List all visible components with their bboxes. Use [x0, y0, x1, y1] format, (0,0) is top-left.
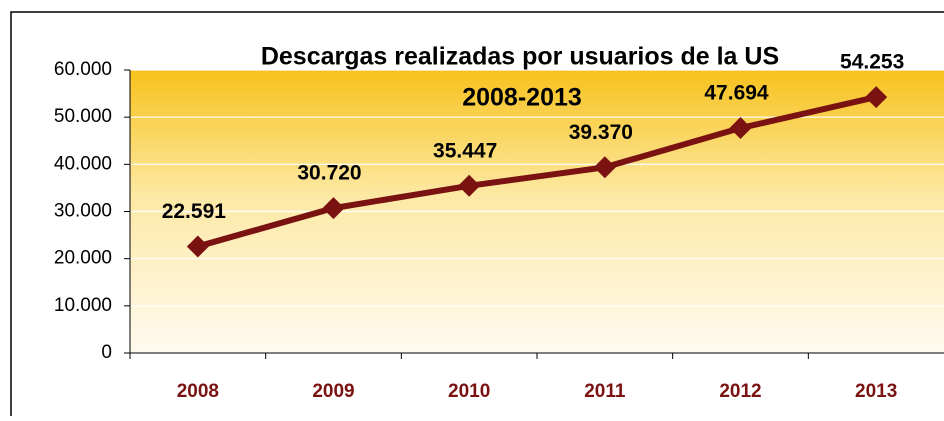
line [197, 94, 877, 250]
y-tick-label: 20.000 [54, 248, 112, 269]
data-label: 47.694 [704, 82, 769, 105]
marker [593, 156, 616, 179]
data-label: 22.591 [162, 200, 227, 223]
data-label: 35.447 [433, 139, 497, 162]
marker [458, 174, 481, 197]
x-tick-label: 2010 [448, 381, 490, 402]
x-tick-label: 2012 [719, 381, 761, 402]
chart-subtitle: 2008-2013 [462, 84, 582, 112]
y-tick-label: 0 [101, 342, 112, 363]
data-label: 39.370 [569, 121, 633, 144]
y-tick-label: 40.000 [54, 153, 112, 174]
marker [186, 235, 209, 258]
chart-title: Descargas realizadas por usuarios de la … [261, 43, 779, 71]
y-tick-label: 10.000 [54, 295, 112, 316]
x-tick-label: 2011 [584, 381, 626, 402]
y-tick-label: 60.000 [54, 59, 112, 80]
marker [322, 197, 345, 220]
x-tick-label: 2008 [177, 381, 219, 402]
marker [865, 86, 888, 109]
x-tick-label: 2013 [855, 381, 897, 402]
data-label: 54.253 [840, 51, 904, 74]
data-label: 30.720 [297, 162, 361, 185]
x-tick-label: 2009 [312, 381, 354, 402]
y-tick-label: 50.000 [54, 106, 112, 127]
marker [729, 117, 752, 140]
y-tick-label: 30.000 [54, 201, 112, 222]
